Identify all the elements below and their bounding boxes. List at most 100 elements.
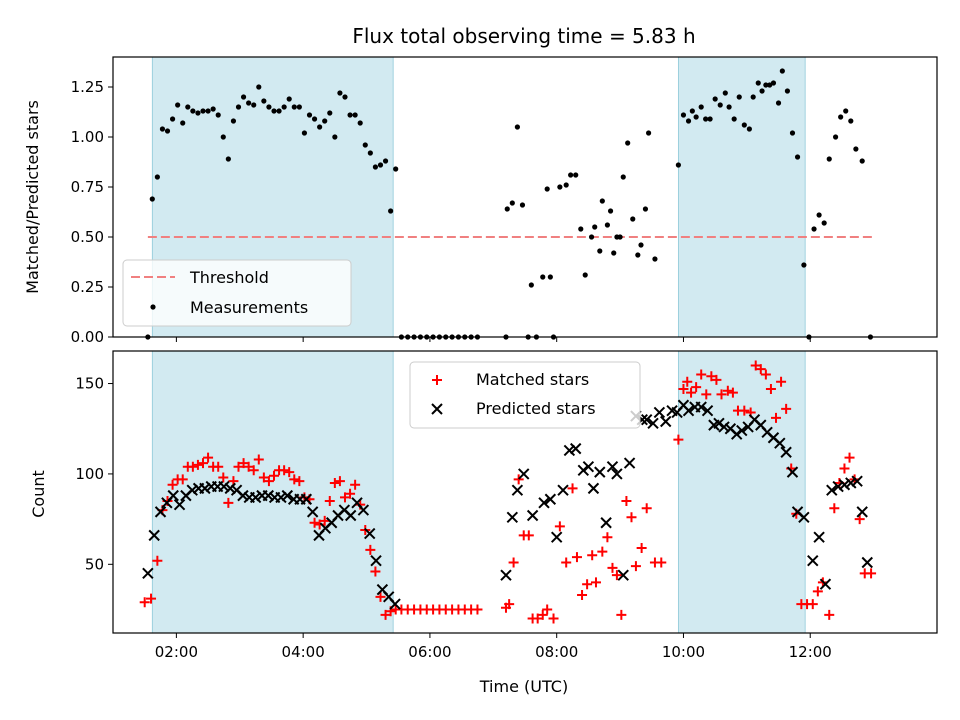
- measurement-point: [519, 202, 526, 208]
- measurement-point: [717, 102, 723, 108]
- measurement-point: [853, 146, 859, 152]
- measurement-point: [164, 128, 171, 134]
- measurement-point: [225, 156, 231, 162]
- measurement-point: [271, 108, 277, 114]
- x-tick-label: 12:00: [789, 643, 832, 661]
- measurement-point: [763, 82, 769, 88]
- measurement-point: [301, 130, 308, 136]
- matched-star-point: [537, 609, 548, 620]
- predicted-star-point: [370, 554, 382, 567]
- predicted-star-point: [154, 506, 167, 518]
- predicted-star-point: [832, 480, 844, 493]
- matched-star-point: [607, 562, 618, 573]
- predicted-star-point: [611, 468, 623, 480]
- measurement-point: [154, 174, 160, 180]
- predicted-star-point: [798, 511, 810, 524]
- measurement-point: [256, 84, 262, 90]
- predicted-star-point: [357, 504, 370, 516]
- measurement-point: [592, 224, 598, 230]
- predicted-star-point: [142, 567, 154, 580]
- measurement-point: [357, 120, 363, 126]
- measurement-point: [504, 206, 510, 212]
- matched-star-point: [258, 472, 269, 483]
- predicted-star-point: [218, 480, 230, 493]
- top-y-tick-label: 0.00: [71, 328, 104, 346]
- measurement-point: [848, 118, 854, 124]
- matched-star-point: [167, 479, 178, 490]
- measurement-point: [573, 172, 579, 178]
- bottom-y-axis-label: Count: [29, 470, 48, 518]
- predicted-star-point: [577, 464, 590, 477]
- measurement-point: [755, 80, 761, 86]
- matched-star-point: [597, 546, 608, 557]
- matched-star-point: [248, 465, 259, 476]
- matched-star-point: [739, 405, 750, 416]
- predicted-star-point: [167, 489, 179, 502]
- measurement-point: [826, 156, 832, 162]
- measurement-point: [149, 196, 155, 202]
- predicted-star-point: [148, 529, 160, 542]
- predicted-star-point: [173, 498, 186, 511]
- measurement-point: [675, 162, 681, 168]
- predicted-star-point: [344, 509, 357, 522]
- predicted-star-point: [701, 404, 714, 417]
- top-shaded-interval-1: [677, 56, 806, 338]
- matched-star-point: [590, 577, 601, 588]
- measurement-point: [205, 108, 211, 114]
- top-panel-frame: [112, 56, 938, 338]
- matched-star-point: [238, 458, 249, 469]
- bottom-y-tick-label: 100: [75, 465, 104, 483]
- matched-star-point: [829, 503, 840, 514]
- matched-star-point: [760, 369, 771, 380]
- matched-star-point: [812, 586, 823, 597]
- matched-star-point: [750, 360, 761, 371]
- predicted-star-point: [186, 484, 198, 496]
- predicted-star-point: [281, 489, 294, 502]
- top-legend-box: [122, 259, 352, 327]
- matched-star-point: [324, 496, 335, 507]
- predicted-star-point: [713, 417, 725, 430]
- measurement-point: [388, 208, 394, 214]
- matched-star-point: [263, 476, 274, 487]
- top-y-axis-label: Matched/Predicted stars: [23, 100, 42, 294]
- measurement-point: [638, 242, 644, 248]
- matched-star-point: [152, 555, 163, 566]
- predicted-star-point: [306, 506, 319, 518]
- matched-star-point: [294, 476, 305, 487]
- predicted-star-point: [780, 446, 792, 458]
- measurement-point: [215, 112, 221, 118]
- legend-predicted-label: Predicted stars: [476, 399, 596, 418]
- measurement-point: [322, 118, 328, 124]
- measurement-point: [843, 108, 849, 114]
- matched-star-point: [602, 532, 613, 543]
- measurement-point: [332, 134, 338, 140]
- predicted-star-point: [660, 415, 672, 428]
- measurement-point: [352, 112, 358, 118]
- measurement-point: [731, 116, 737, 122]
- bottom-legend: Matched stars Predicted stars: [409, 361, 641, 429]
- matched-star-point: [243, 461, 254, 472]
- measurement-point: [746, 126, 752, 132]
- bottom-y-tick-label: 150: [75, 375, 104, 393]
- matched-star-point: [701, 389, 712, 400]
- matched-star-point: [218, 472, 229, 483]
- measurement-point: [544, 186, 550, 192]
- predicted-star-point: [511, 484, 524, 496]
- matched-star-point: [370, 566, 381, 577]
- matched-star-point: [866, 568, 877, 579]
- measurement-point: [200, 108, 206, 114]
- measurement-point: [693, 114, 699, 120]
- measurement-point: [568, 172, 574, 178]
- measurement-point: [317, 124, 323, 130]
- matched-star-point: [771, 412, 782, 423]
- matched-star-point: [513, 474, 524, 485]
- measurement-point: [736, 94, 742, 100]
- matched-star-point: [577, 590, 588, 601]
- bottom-series-predicted-stars: [142, 399, 873, 610]
- measurement-point: [620, 174, 626, 180]
- legend-measurements-label: Measurements: [190, 298, 308, 317]
- predicted-star-point: [389, 598, 401, 610]
- predicted-star-point: [813, 531, 825, 543]
